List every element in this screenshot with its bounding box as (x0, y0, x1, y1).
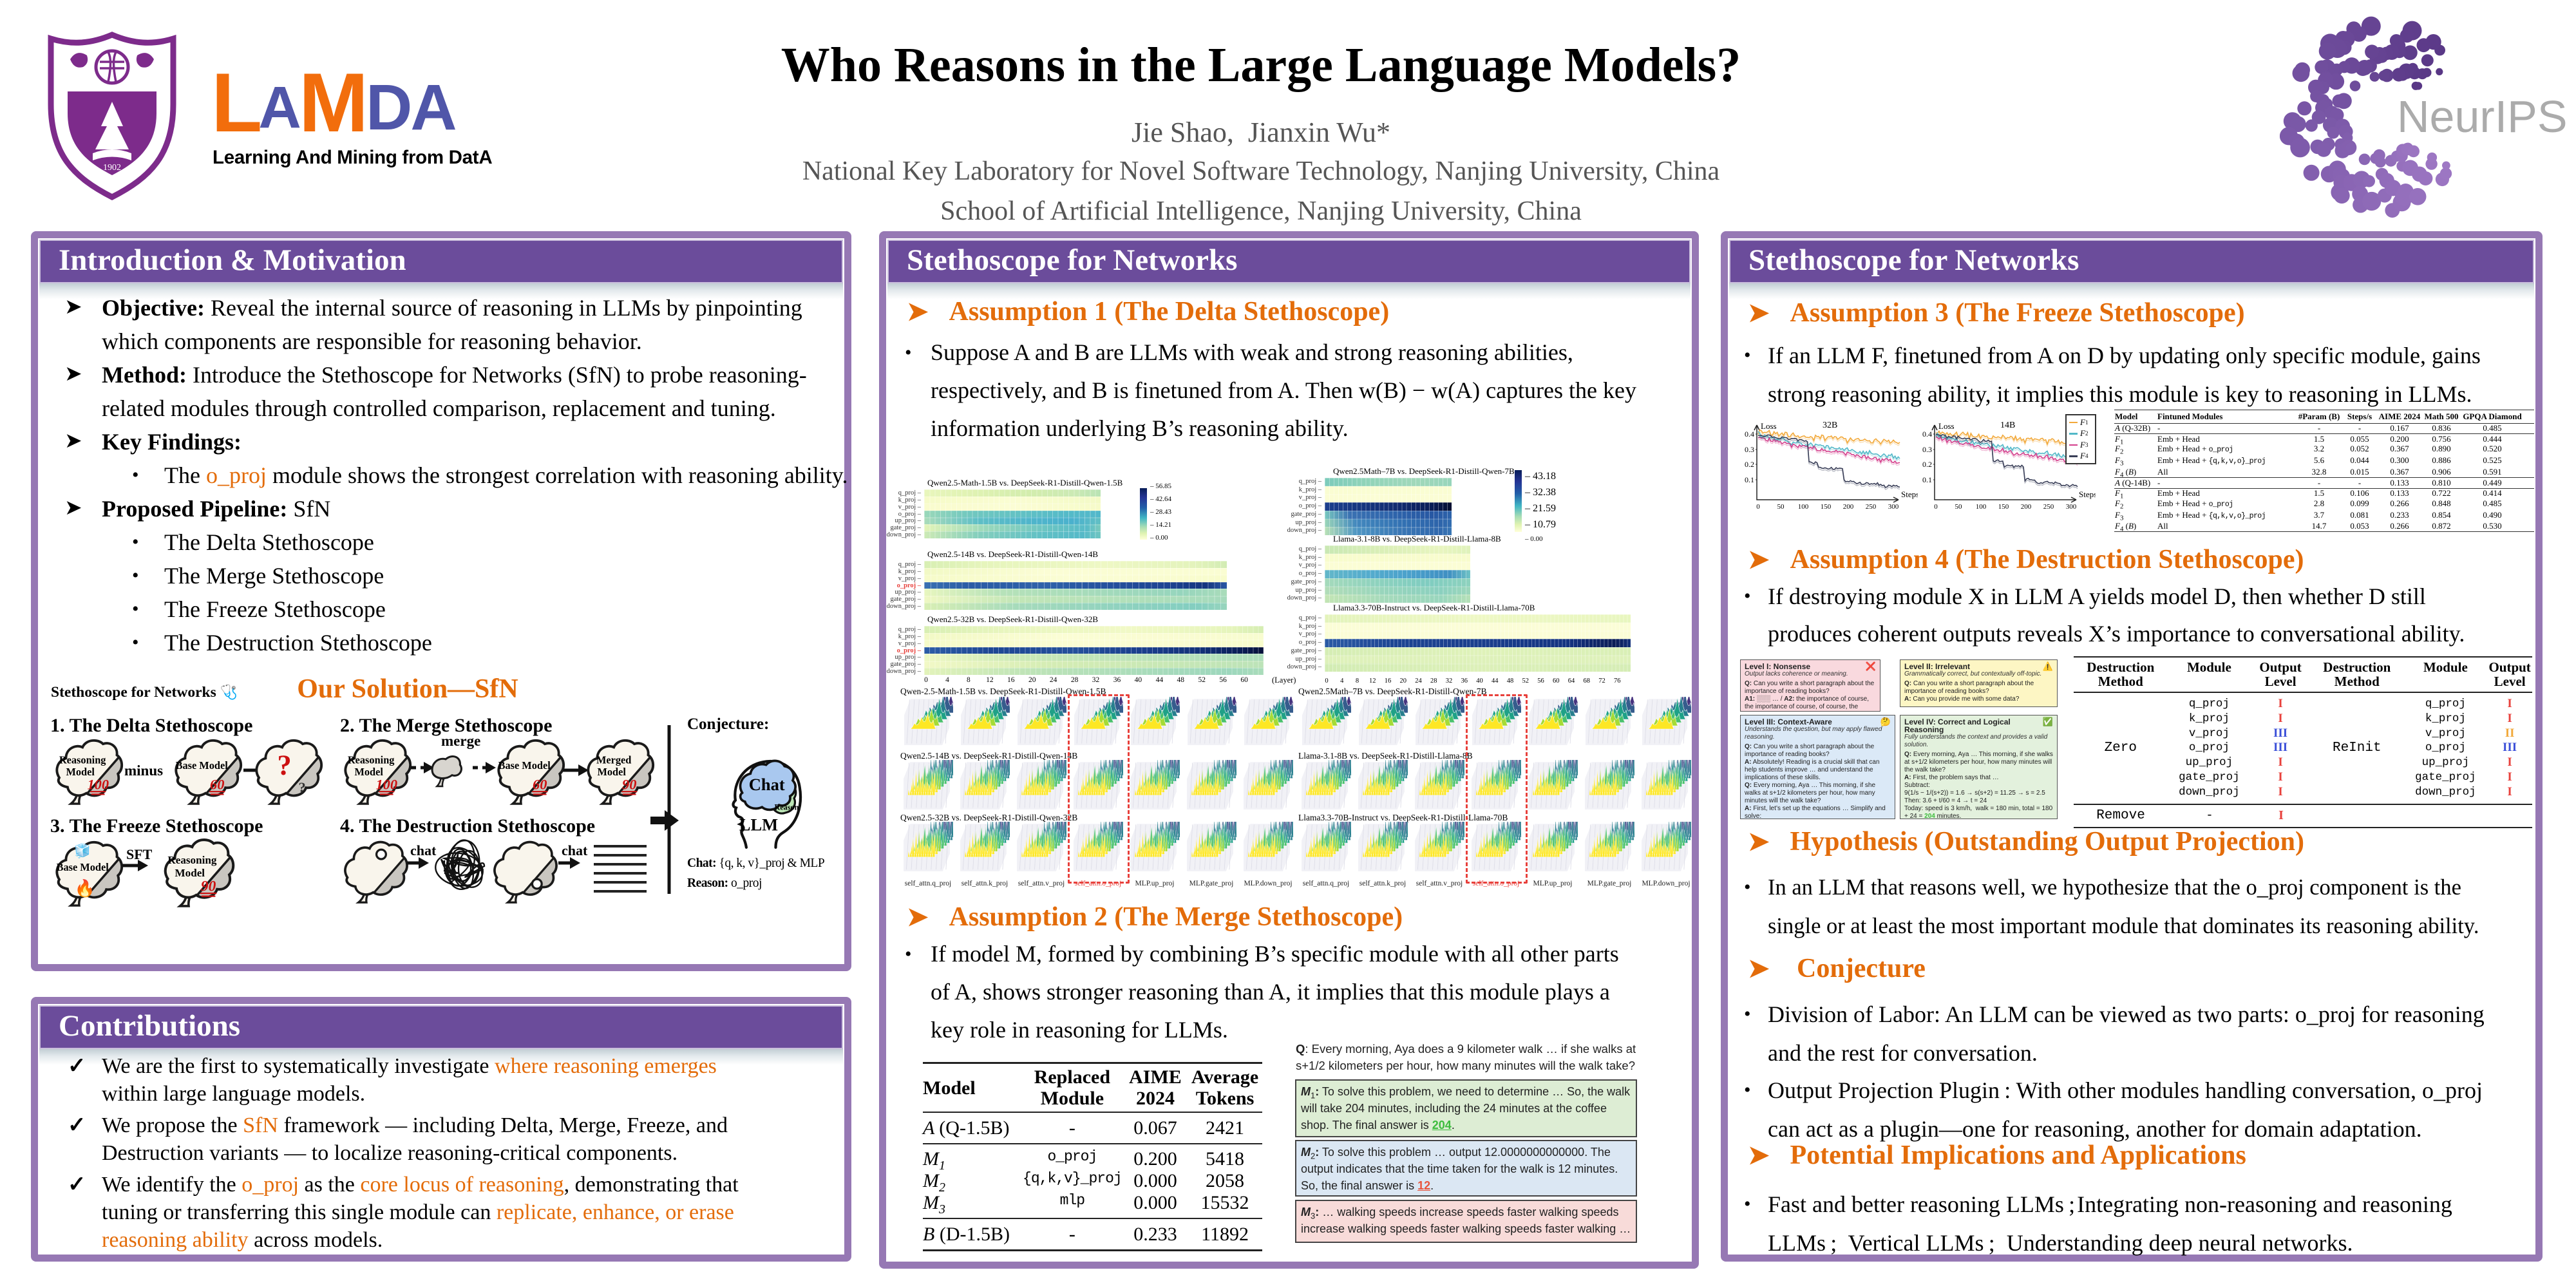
svg-text:🧊: 🧊 (74, 843, 91, 859)
svg-text:Reasoning: Reasoning (59, 753, 106, 766)
svg-text:Chat: {q, k, v}_proj & MLP: Chat: {q, k, v}_proj & MLP (687, 857, 825, 870)
svg-text:Base Model: Base Model (498, 759, 551, 772)
svg-text:250: 250 (2043, 503, 2054, 511)
svg-text:?: ? (277, 748, 291, 781)
svg-text:Model: Model (597, 766, 626, 778)
svg-text:1902: 1902 (103, 163, 121, 173)
svg-text:Steps: Steps (2079, 489, 2096, 499)
svg-text:chat: chat (410, 842, 437, 858)
svg-text:100: 100 (375, 777, 397, 793)
svg-text:Reasoning: Reasoning (167, 854, 216, 866)
svg-text:0.2: 0.2 (1745, 460, 1754, 469)
svg-text:Model: Model (66, 766, 95, 778)
svg-text:250: 250 (1866, 503, 1877, 511)
svg-text:150: 150 (1821, 503, 1832, 511)
svg-text:60: 60 (210, 777, 224, 793)
svg-text:0.4: 0.4 (1745, 430, 1754, 439)
svg-text:3. The Freeze Stethoscope: 3. The Freeze Stethoscope (50, 815, 263, 837)
svg-text:Merged: Merged (596, 753, 631, 766)
svg-text:SFT: SFT (126, 846, 153, 862)
svg-text:chat: chat (562, 842, 588, 858)
svg-text:200: 200 (1843, 503, 1854, 511)
svg-text:Chat: Chat (749, 775, 785, 794)
svg-text:100: 100 (87, 777, 109, 793)
svg-text:Loss: Loss (1761, 421, 1777, 431)
svg-text:NeurIPS: NeurIPS (2397, 91, 2568, 142)
svg-text:Base Model: Base Model (176, 759, 229, 772)
svg-text:minus: minus (124, 762, 163, 779)
svg-text:60: 60 (533, 777, 547, 793)
svg-text:Reason: Reason (774, 803, 799, 812)
svg-text:Steps: Steps (1901, 489, 1918, 499)
svg-text:0.3: 0.3 (1745, 445, 1754, 454)
svg-text:LLM: LLM (739, 815, 778, 834)
svg-text:0: 0 (1934, 503, 1938, 511)
svg-text:?: ? (299, 779, 306, 795)
svg-text:merge: merge (441, 733, 480, 749)
svg-text:50: 50 (1777, 503, 1785, 511)
svg-text:50: 50 (1955, 503, 1963, 511)
svg-text:1. The Delta Stethoscope: 1. The Delta Stethoscope (50, 715, 252, 736)
svg-text:0.1: 0.1 (1745, 475, 1754, 484)
svg-text:150: 150 (1998, 503, 2009, 511)
svg-text:Loss: Loss (1938, 421, 1955, 431)
svg-text:300: 300 (1888, 503, 1899, 511)
svg-text:4. The Destruction Stethoscope: 4. The Destruction Stethoscope (340, 815, 595, 837)
svg-text:0: 0 (1756, 503, 1760, 511)
svg-text:0.3: 0.3 (1922, 445, 1932, 454)
svg-text:100: 100 (1798, 503, 1809, 511)
svg-text:90: 90 (201, 878, 216, 895)
svg-text:200: 200 (2021, 503, 2032, 511)
svg-text:2. The Merge Stethoscope: 2. The Merge Stethoscope (340, 715, 552, 736)
svg-text:14B: 14B (2000, 421, 2015, 430)
svg-text:300: 300 (2066, 503, 2077, 511)
svg-text:90: 90 (622, 777, 636, 793)
svg-text:🔥: 🔥 (75, 878, 95, 898)
svg-text:100: 100 (1976, 503, 1987, 511)
svg-text:Model: Model (175, 867, 205, 879)
svg-text:Reason: o_proj: Reason: o_proj (687, 876, 762, 890)
svg-text:0.2: 0.2 (1922, 460, 1932, 469)
svg-text:Reasoning: Reasoning (348, 753, 395, 766)
svg-text:Base Model: Base Model (57, 861, 109, 873)
svg-text:0.1: 0.1 (1922, 475, 1932, 484)
svg-text:Conjecture:: Conjecture: (687, 715, 769, 733)
svg-text:0.4: 0.4 (1922, 430, 1932, 439)
svg-text:Model: Model (354, 766, 383, 778)
svg-text:32B: 32B (1823, 421, 1837, 430)
